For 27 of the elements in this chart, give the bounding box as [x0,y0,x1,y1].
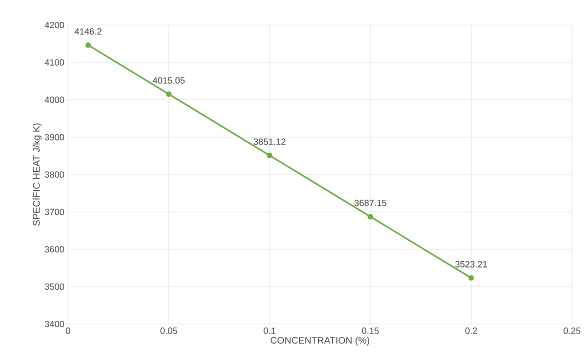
point [166,91,172,97]
x-tick-label: 0.25 [564,328,580,334]
data-label: 3851.12 [254,138,286,145]
y-tick-label: 4100 [44,59,64,66]
x-tick-label: 0.1 [264,328,276,334]
x-tick-label: 0.05 [160,328,178,334]
data-label: 3687.15 [354,200,386,206]
y-axis-title: SPECIFIC HEAT J/kg K) [32,123,42,226]
y-tick-label: 4000 [44,96,64,103]
point [468,275,474,281]
x-tick-label: 0.15 [362,328,379,334]
y-tick-label: 4200 [44,22,64,28]
point [85,42,91,48]
y-tick-label: 3900 [44,134,64,140]
point [368,214,374,220]
x-tick-label: 0.2 [465,328,477,334]
y-tick-label: 3600 [44,246,64,252]
y-tick-label: 3400 [44,320,64,328]
data-label: 4015.05 [152,77,185,84]
data-label: 3523.21 [455,261,488,268]
y-tick-label: 3800 [44,171,64,178]
x-axis-title: CONCENTRATION (%) [270,336,370,346]
y-tick-label: 3700 [44,208,64,216]
y-tick-label: 3500 [44,283,64,290]
x-tick-label: 0 [66,328,70,334]
point [266,152,272,158]
data-label: 4146.2 [74,28,102,35]
